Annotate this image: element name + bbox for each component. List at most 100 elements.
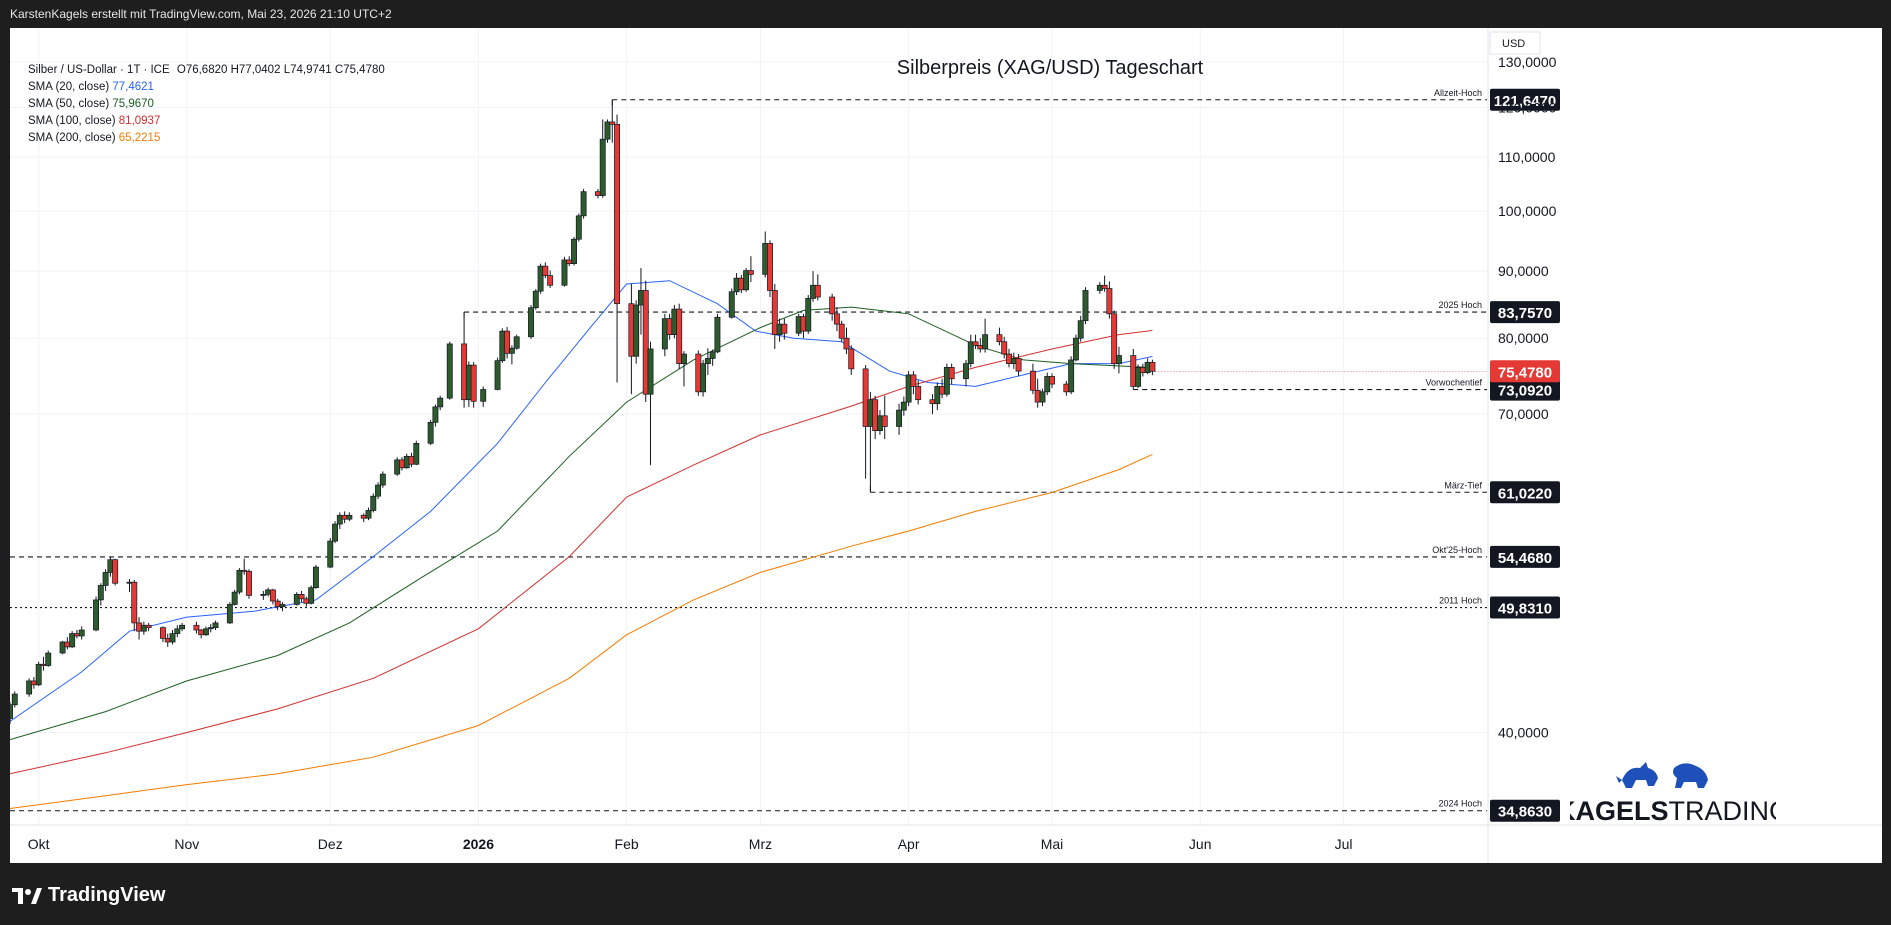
candle (843, 327, 850, 355)
candle (762, 231, 769, 278)
tradingview-logo[interactable]: TradingView (12, 884, 165, 907)
candle-body (73, 633, 80, 637)
level-name: 2011 Hoch (1439, 596, 1482, 606)
candle (136, 617, 143, 640)
candle-body (542, 265, 549, 276)
candle (59, 640, 66, 655)
candle-body (829, 296, 836, 315)
indicator-sma100[interactable]: SMA (100, close) 81,0937 (28, 115, 161, 127)
candle-body (1001, 341, 1008, 355)
bottom-bar (0, 863, 1891, 925)
candle-body (896, 409, 903, 427)
candle-body (303, 598, 310, 604)
candle-body (394, 459, 401, 475)
candle (1096, 282, 1103, 294)
candle (279, 602, 286, 612)
candle-body (35, 663, 42, 686)
candle (494, 357, 501, 391)
candle-body (733, 277, 740, 293)
candle-body (332, 523, 338, 542)
candle-body (226, 604, 233, 624)
candle-body (628, 303, 635, 357)
candle (929, 394, 936, 415)
candle-body (580, 191, 587, 217)
candle (30, 677, 37, 689)
chart-credit: KarstenKagels erstellt mit TradingView.c… (10, 7, 392, 21)
candle-body (312, 566, 319, 589)
candle (140, 621, 147, 635)
candle (1135, 364, 1142, 388)
candle (298, 590, 305, 603)
level-name: 2024 Hoch (1438, 799, 1482, 809)
candle-body (575, 215, 582, 240)
candle (881, 395, 888, 440)
y-tick-label: 70,0000 (1498, 406, 1549, 422)
indicator-sma200[interactable]: SMA (200, close) 65,2215 (28, 132, 161, 144)
candle-body (528, 307, 534, 338)
level-price-label: 61,0220 (1498, 485, 1552, 502)
kagels-brand-light: TRADING (1669, 796, 1776, 826)
candle-body (504, 330, 511, 354)
candle-body (336, 514, 343, 525)
candle-body (212, 622, 219, 628)
candle-body (1135, 367, 1142, 387)
candle (11, 691, 18, 708)
indicator-sma50[interactable]: SMA (50, close) 75,9670 (28, 98, 154, 110)
candle-body (179, 624, 186, 630)
candle (346, 512, 353, 522)
candle-body (532, 290, 539, 309)
candle (131, 580, 138, 632)
candle (64, 637, 71, 650)
x-tick-label: Dez (318, 836, 343, 852)
candle-body (102, 572, 109, 586)
x-tick-label: Mai (1041, 836, 1064, 852)
candle (800, 313, 807, 339)
top-bar: KarstenKagels erstellt mit TradingView.c… (0, 0, 1891, 28)
x-tick-label: Okt (28, 836, 50, 852)
ohlc-open: O76,6820 (176, 64, 228, 76)
candle (308, 585, 315, 605)
candle (1130, 348, 1137, 390)
candle (40, 656, 47, 671)
candle (437, 395, 444, 411)
candle (1015, 354, 1022, 377)
symbol-row[interactable]: Silber / US-Dollar · 1T · ICE O76,6820 H… (28, 62, 385, 79)
y-tick-label: 90,0000 (1498, 263, 1549, 279)
sma-line-2 (10, 330, 1153, 775)
candle (78, 626, 85, 640)
candle-body (1115, 355, 1122, 364)
level-price-label: 121,6470 (1494, 93, 1557, 110)
candle-body (963, 363, 969, 380)
candle-body (1049, 376, 1055, 385)
ohlc-low: L74,9741 (283, 64, 332, 76)
chart-canvas[interactable]: Allzeit-Hoch 121,6470 2025 Hoch 83,7570 Vorw… (10, 28, 1882, 863)
chart-legend: Silber / US-Dollar · 1T · ICE O76,6820 H… (28, 62, 385, 147)
candle (45, 650, 52, 667)
candle-body (676, 308, 683, 364)
candle-body (193, 624, 200, 631)
candle (838, 320, 845, 342)
candle (403, 453, 410, 469)
candle-body (714, 316, 721, 353)
kagels-trading-logo: KAGELSTRADING (1556, 756, 1790, 826)
axes: USD 40,0000 70,0000 80,0000 90,0000 100,0000 1… (10, 28, 1882, 863)
candle-body (838, 323, 845, 339)
candle (164, 633, 171, 647)
kagels-brand-bold: KAGELS (1570, 796, 1669, 826)
candle (10, 702, 13, 725)
candle-body (929, 399, 936, 405)
currency-label: USD (1502, 38, 1525, 50)
candle (126, 578, 133, 593)
candle-body (45, 652, 52, 666)
indicator-sma20[interactable]: SMA (20, close) 77,4621 (28, 81, 154, 93)
candle (948, 363, 955, 385)
candles (10, 99, 1156, 725)
chart-panel[interactable]: Allzeit-Hoch 121,6470 2025 Hoch 83,7570 Vorw… (10, 28, 1882, 863)
candle-body (136, 622, 143, 632)
candle-body (666, 318, 673, 335)
candle-body (767, 243, 773, 291)
candle (943, 363, 950, 397)
candle (203, 626, 209, 636)
candle (661, 313, 668, 357)
candle-body (160, 627, 166, 639)
